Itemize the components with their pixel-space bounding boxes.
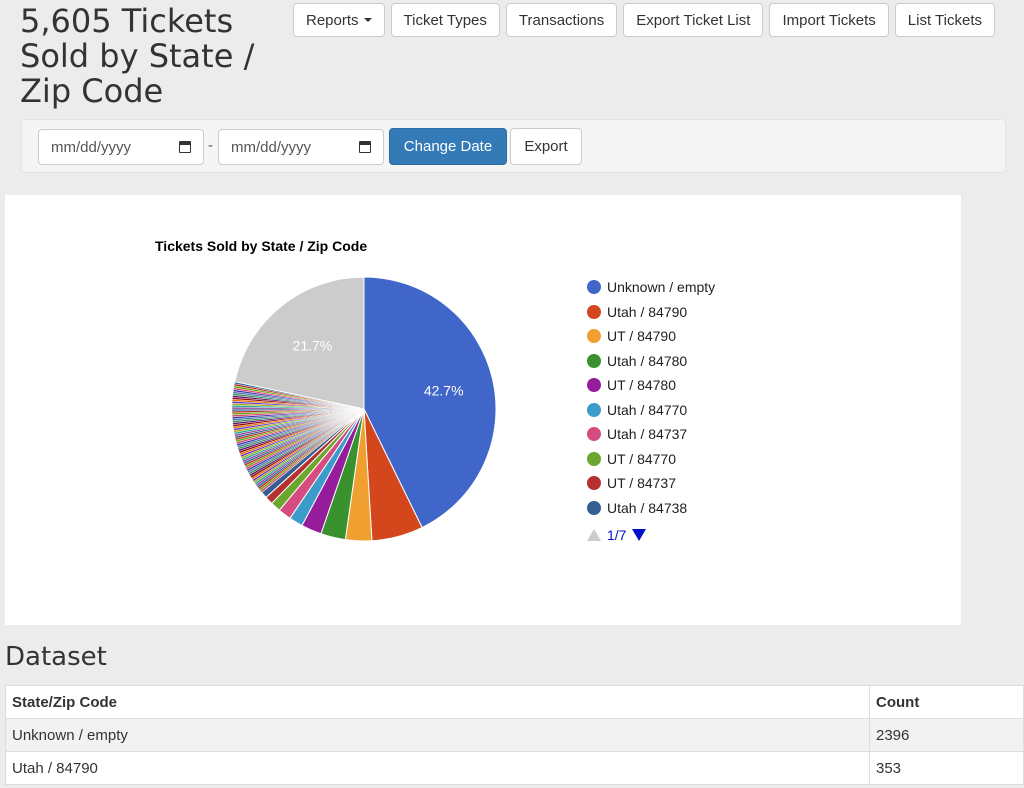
legend-swatch	[587, 353, 601, 368]
list-tickets-button[interactable]: List Tickets	[894, 3, 995, 37]
legend-item[interactable]: UT / 84770	[587, 447, 715, 472]
legend-item[interactable]: Utah / 84780	[587, 349, 715, 374]
legend-label: UT / 84790	[607, 328, 677, 345]
reports-label: Reports	[306, 11, 359, 29]
column-header-count[interactable]: Count	[869, 685, 1024, 719]
legend-swatch	[587, 402, 601, 417]
table-row: Utah / 84790 353	[5, 751, 1024, 785]
chart-title: Tickets Sold by State / Zip Code	[155, 238, 368, 254]
reports-dropdown-button[interactable]: Reports	[293, 3, 385, 37]
table-row: Unknown / empty 2396	[5, 718, 1024, 752]
legend-pager: 1/7	[587, 527, 715, 543]
pie-slice-unknown-empty[interactable]	[363, 276, 497, 529]
count-cell: 2396	[869, 718, 1024, 752]
triangle-down-icon[interactable]	[632, 529, 647, 541]
caret-down-icon	[363, 18, 372, 22]
legend-swatch	[587, 378, 601, 393]
legend-item[interactable]: Utah / 84770	[587, 398, 715, 423]
dataset-heading: Dataset	[5, 642, 107, 672]
legend-label: UT / 84770	[607, 450, 677, 467]
legend-item[interactable]: Unknown / empty	[587, 275, 715, 300]
legend-page-indicator: 1/7	[607, 527, 627, 543]
pie-slice-label: 42.7%	[424, 383, 464, 399]
end-date-input[interactable]: mm/dd/yyyy	[218, 129, 384, 165]
legend-swatch	[587, 476, 601, 491]
calendar-icon[interactable]	[359, 141, 371, 153]
calendar-icon[interactable]	[179, 141, 191, 153]
top-nav: Reports Ticket Types Transactions Export…	[293, 3, 1001, 37]
transactions-button[interactable]: Transactions	[505, 3, 618, 37]
count-cell: 353	[869, 751, 1024, 785]
table-header-row: State/Zip Code Count	[5, 685, 1024, 719]
legend-swatch	[587, 329, 601, 344]
legend-item[interactable]: Utah / 84790	[587, 300, 715, 325]
legend-label: Utah / 84790	[607, 303, 688, 320]
import-tickets-button[interactable]: Import Tickets	[769, 3, 889, 37]
legend-label: UT / 84737	[607, 475, 677, 492]
end-date-placeholder: mm/dd/yyyy	[231, 138, 312, 156]
triangle-up-icon[interactable]	[587, 529, 601, 541]
start-date-placeholder: mm/dd/yyyy	[51, 138, 132, 156]
chart-panel: Tickets Sold by State / Zip Code 42.7% 21…	[5, 195, 961, 625]
column-header-state-zip[interactable]: State/Zip Code	[5, 685, 870, 719]
legend-item[interactable]: UT / 84737	[587, 471, 715, 496]
legend-item[interactable]: Utah / 84737	[587, 422, 715, 447]
page-title: 5,605 Tickets Sold by State / Zip Code	[20, 2, 255, 110]
legend-label: Utah / 84737	[607, 426, 688, 443]
legend-label: UT / 84780	[607, 377, 677, 394]
change-date-button[interactable]: Change Date	[389, 128, 507, 165]
legend-swatch	[587, 427, 601, 442]
legend-swatch	[587, 500, 601, 515]
export-button[interactable]: Export	[510, 128, 582, 165]
start-date-input[interactable]: mm/dd/yyyy	[38, 129, 204, 165]
state-zip-cell: Unknown / empty	[5, 718, 870, 752]
state-zip-cell: Utah / 84790	[5, 751, 870, 785]
legend-swatch	[587, 304, 601, 319]
legend-swatch	[587, 451, 601, 466]
pie-chart: 42.7% 21.7%	[231, 276, 497, 542]
legend-label: Unknown / empty	[607, 279, 716, 296]
legend-label: Utah / 84738	[607, 499, 688, 516]
legend-label: Utah / 84770	[607, 401, 688, 418]
chart-legend: Unknown / empty Utah / 84790 UT / 84790 Uta…	[587, 275, 715, 543]
dataset-table: State/Zip Code Count Unknown / empty 239…	[5, 685, 1024, 785]
legend-label: Utah / 84780	[607, 352, 688, 369]
export-ticket-list-button[interactable]: Export Ticket List	[623, 3, 764, 37]
date-range-separator: -	[208, 137, 213, 154]
pie-slice-other[interactable]	[234, 276, 365, 410]
ticket-types-button[interactable]: Ticket Types	[390, 3, 500, 37]
date-filter-form: mm/dd/yyyy - mm/dd/yyyy Change Date Expo…	[21, 119, 1006, 173]
legend-item[interactable]: Utah / 84738	[587, 496, 715, 521]
pie-slice-label: 21.7%	[293, 337, 333, 353]
legend-item[interactable]: UT / 84790	[587, 324, 715, 349]
legend-item[interactable]: UT / 84780	[587, 373, 715, 398]
legend-swatch	[587, 280, 601, 295]
